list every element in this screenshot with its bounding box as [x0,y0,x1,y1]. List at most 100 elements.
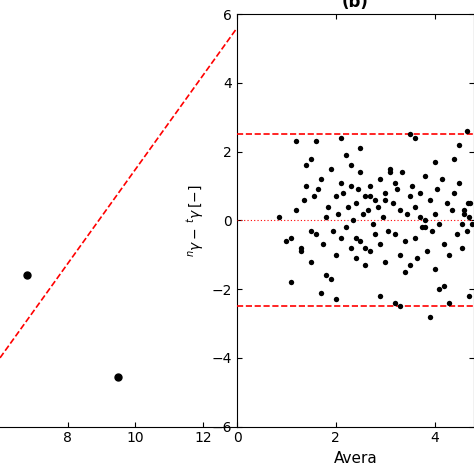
Point [386,169,394,176]
Point [332,192,339,200]
Point [386,165,394,173]
Point [372,196,379,204]
Point [406,261,414,269]
Point [342,151,349,159]
Point [307,155,315,163]
Point [421,217,428,224]
Point [327,165,335,173]
Point [389,200,396,207]
Point [366,192,374,200]
Point [329,227,337,235]
Point [406,131,414,138]
Point [381,189,389,197]
Point [431,264,438,272]
Point [465,292,473,300]
Point [463,227,470,235]
Point [292,137,300,145]
Point [421,172,428,180]
Point [460,210,468,218]
Point [465,213,473,221]
Point [396,206,404,214]
Point [401,237,409,245]
Point [443,200,451,207]
Point [456,141,463,149]
Point [456,179,463,186]
Point [406,192,414,200]
Point [337,134,345,142]
Point [419,224,426,231]
Point [448,206,456,214]
Point [433,186,441,193]
Point [332,251,339,259]
Point [416,213,423,221]
Point [347,244,355,252]
Point [450,189,458,197]
Point [319,241,327,248]
Point [302,182,310,190]
Point [364,206,372,214]
X-axis label: Avera: Avera [334,451,377,466]
Point [423,247,431,255]
Point [421,224,428,231]
Point [356,169,364,176]
Point [399,169,406,176]
Point [354,186,362,193]
Point [342,224,349,231]
Point [450,155,458,163]
Point [379,213,386,221]
Point [337,234,345,241]
Point [312,230,320,238]
Point [347,162,355,169]
Point [440,282,448,290]
Point [466,200,474,207]
Point [344,203,352,210]
Point [440,241,448,248]
Point [283,237,290,245]
Point [409,182,416,190]
Point [302,162,310,169]
Point [376,241,384,248]
Point [431,210,438,218]
Point [275,213,283,221]
Point [458,244,465,252]
Point [352,200,359,207]
Point [327,275,335,283]
Point [376,292,384,300]
Point [307,227,315,235]
Point [438,175,446,183]
Point [307,258,315,265]
Point [315,186,322,193]
Point [411,203,419,210]
Point [288,279,295,286]
Point [460,206,468,214]
Point [436,220,443,228]
Point [396,251,404,259]
Point [426,196,433,204]
Point [322,272,329,279]
Point [297,244,305,252]
Point [391,230,399,238]
Point [403,210,411,218]
Point [352,255,359,262]
Point [356,237,364,245]
Point [325,203,332,210]
Point [401,268,409,276]
Point [362,261,369,269]
Point [312,137,320,145]
Point [372,230,379,238]
Point [297,247,305,255]
Point [362,192,369,200]
Point [463,128,470,135]
Point [359,210,367,218]
Point [310,192,317,200]
Point [366,182,374,190]
Point [349,217,357,224]
Point [362,244,369,252]
Point [369,220,376,228]
Point [322,213,329,221]
Point [428,227,436,235]
Point [292,206,300,214]
Point [436,285,443,293]
Point [411,234,419,241]
Point [347,182,355,190]
